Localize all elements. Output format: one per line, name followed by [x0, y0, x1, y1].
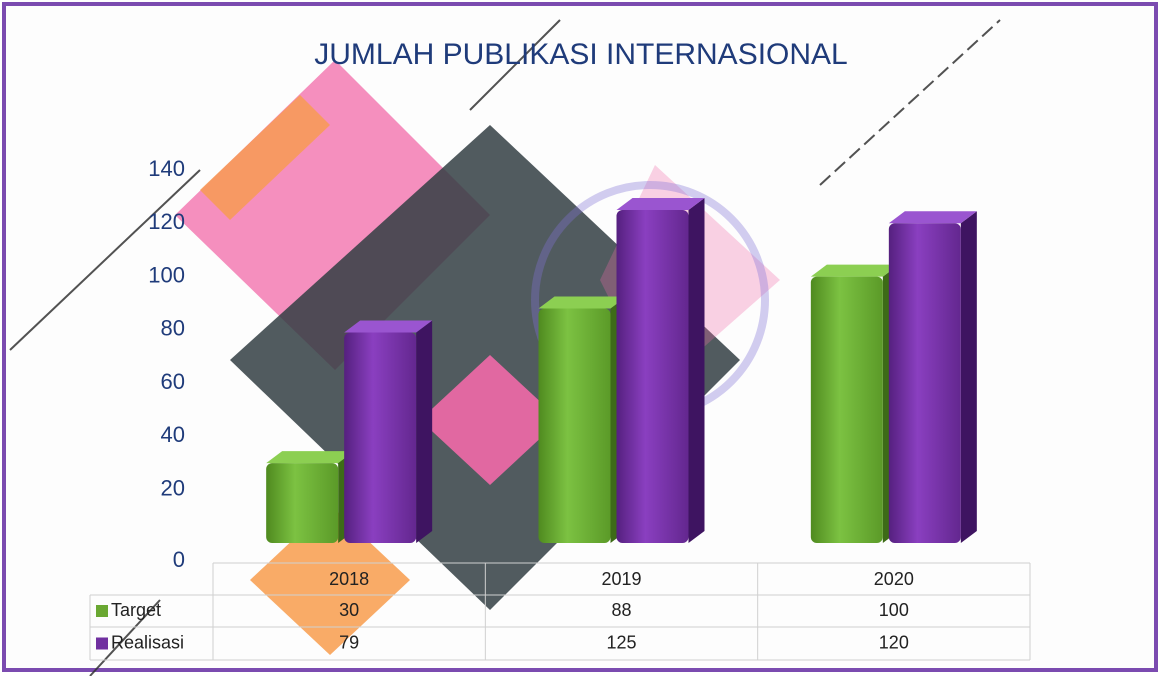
y-tick-label: 100: [148, 262, 185, 287]
table-value: 88: [611, 600, 631, 620]
y-tick-label: 20: [161, 476, 185, 501]
table-value: 100: [879, 600, 909, 620]
chart-title: JUMLAH PUBLIKASI INTERNASIONAL: [314, 38, 847, 71]
y-tick-label: 40: [161, 422, 185, 447]
legend-swatch: [96, 605, 108, 617]
y-tick-label: 80: [161, 316, 185, 341]
y-tick-label: 120: [148, 209, 185, 234]
bar-top: [344, 320, 433, 333]
bar: [266, 463, 339, 543]
y-tick-label: 140: [148, 156, 185, 181]
bar-top: [616, 197, 705, 210]
legend-label: Target: [111, 600, 161, 620]
bar: [344, 332, 417, 543]
table-value: 120: [879, 632, 909, 652]
bar-top: [538, 296, 627, 309]
y-tick-label: 60: [161, 369, 185, 394]
legend-label: Realisasi: [111, 632, 184, 652]
table-value: 125: [606, 632, 636, 652]
bar-top: [810, 264, 899, 277]
x-tick-label: 2020: [874, 569, 914, 589]
bar-top: [888, 211, 977, 224]
bar-top: [266, 451, 355, 464]
bar: [810, 276, 883, 543]
bar-side: [960, 211, 977, 544]
bar: [538, 308, 611, 543]
x-tick-label: 2019: [601, 569, 641, 589]
table-value: 79: [339, 632, 359, 652]
y-tick-label: 0: [173, 547, 185, 572]
x-tick-label: 2018: [329, 569, 369, 589]
bar-side: [688, 197, 705, 543]
bar: [888, 223, 961, 544]
bar: [616, 209, 689, 543]
legend-swatch: [96, 637, 108, 650]
bar-side: [416, 320, 433, 543]
table-value: 30: [339, 600, 359, 620]
